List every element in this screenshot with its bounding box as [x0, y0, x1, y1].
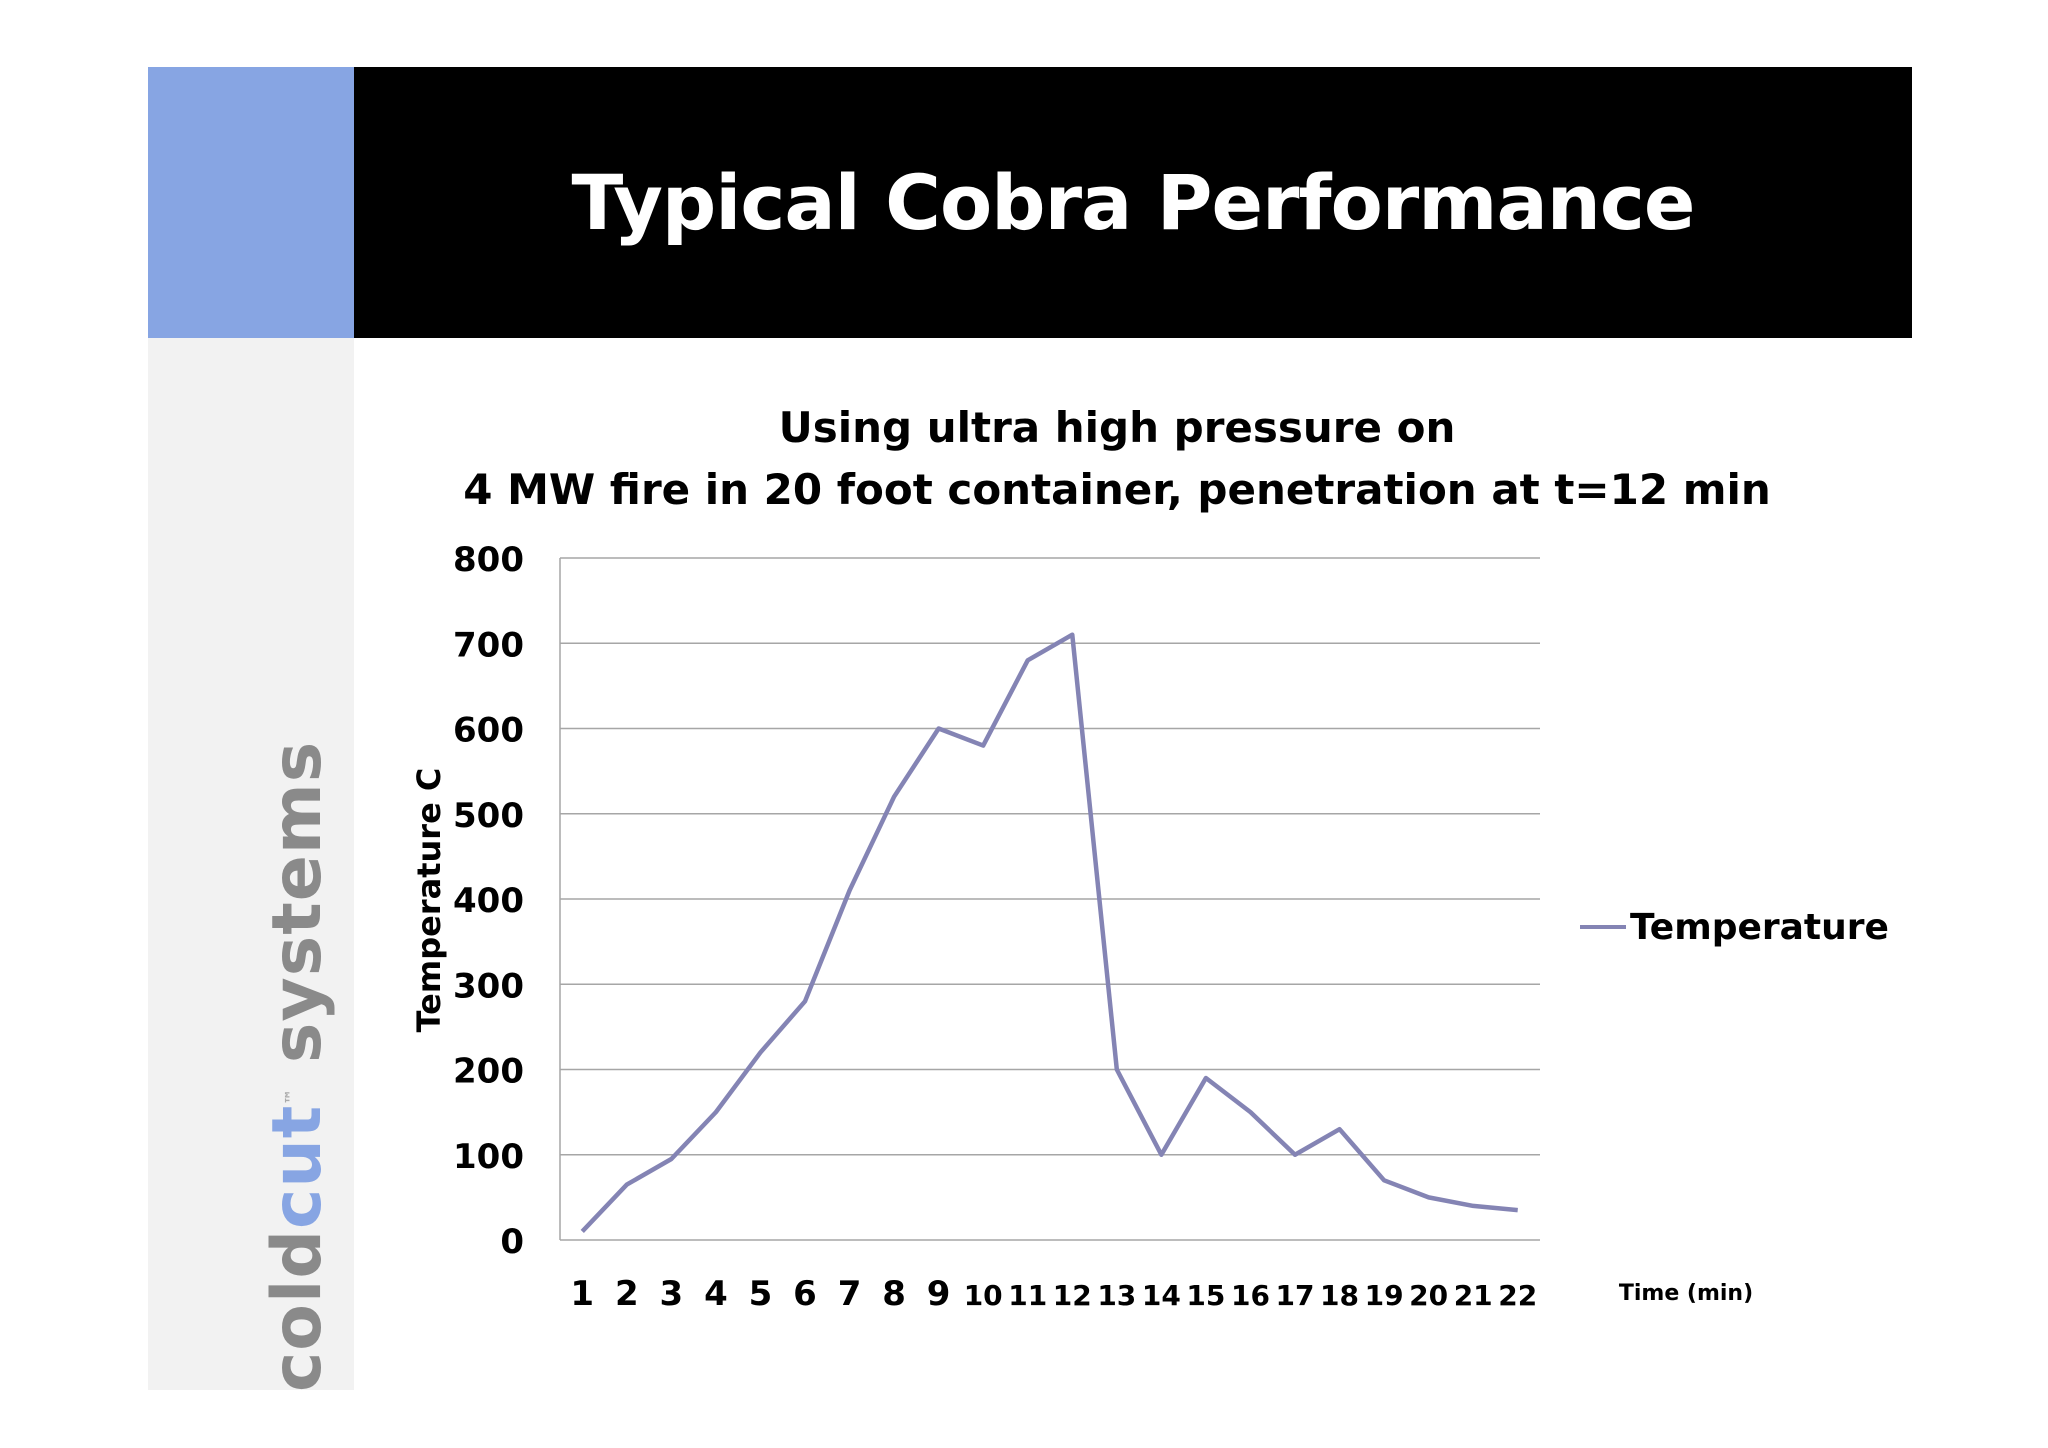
side-strip — [148, 338, 354, 1390]
x-tick-9: 9 — [927, 1274, 951, 1314]
x-tick-10: 10 — [964, 1279, 1003, 1312]
y-axis-label: Temperature C — [410, 768, 448, 1033]
x-tick-18: 18 — [1320, 1279, 1359, 1312]
x-tick-14: 14 — [1142, 1279, 1181, 1312]
legend: Temperature — [1580, 907, 1889, 948]
x-tick-21: 21 — [1454, 1279, 1493, 1312]
accent-block — [148, 67, 354, 338]
x-axis-label: Time (min) — [1619, 1281, 1753, 1306]
x-tick-11: 11 — [1008, 1279, 1047, 1312]
chart-title-line2: 4 MW fire in 20 foot container, penetrat… — [463, 465, 1771, 514]
grid-lines — [559, 557, 1540, 1241]
y-tick-800: 800 — [453, 540, 524, 580]
x-tick-17: 17 — [1276, 1279, 1315, 1312]
x-tick-19: 19 — [1365, 1279, 1404, 1312]
x-tick-labels: 1 2 3 4 5 6 7 8 9 10 11 12 13 14 15 16 17 18 19 20 21 22 — [570, 1274, 1537, 1314]
y-tick-500: 500 — [453, 796, 524, 836]
x-tick-3: 3 — [660, 1274, 684, 1314]
slide-title: Typical Cobra Performance — [571, 158, 1696, 247]
y-tick-labels: 0 100 200 300 400 500 600 700 800 — [453, 540, 524, 1262]
y-tick-200: 200 — [453, 1052, 524, 1092]
x-tick-1: 1 — [570, 1274, 594, 1314]
chart-title-line1: Using ultra high pressure on — [779, 403, 1456, 452]
x-tick-6: 6 — [793, 1274, 817, 1314]
x-tick-5: 5 — [749, 1274, 773, 1314]
x-tick-12: 12 — [1053, 1279, 1092, 1312]
y-tick-400: 400 — [453, 881, 524, 921]
x-tick-2: 2 — [615, 1274, 639, 1314]
y-tick-600: 600 — [453, 711, 524, 751]
y-tick-300: 300 — [453, 966, 524, 1006]
x-tick-20: 20 — [1409, 1279, 1448, 1312]
y-tick-100: 100 — [453, 1137, 524, 1177]
x-tick-13: 13 — [1097, 1279, 1136, 1312]
x-tick-15: 15 — [1186, 1279, 1225, 1312]
y-tick-700: 700 — [453, 625, 524, 665]
series-line-0 — [580, 632, 1518, 1234]
series-lines — [580, 632, 1518, 1234]
x-tick-22: 22 — [1498, 1279, 1537, 1312]
x-tick-16: 16 — [1231, 1279, 1270, 1312]
x-tick-7: 7 — [838, 1274, 862, 1314]
y-tick-0: 0 — [500, 1222, 524, 1262]
title-bar: Typical Cobra Performance — [354, 67, 1912, 338]
x-tick-4: 4 — [704, 1274, 728, 1314]
legend-label: Temperature — [1630, 907, 1889, 948]
x-tick-8: 8 — [882, 1274, 906, 1314]
